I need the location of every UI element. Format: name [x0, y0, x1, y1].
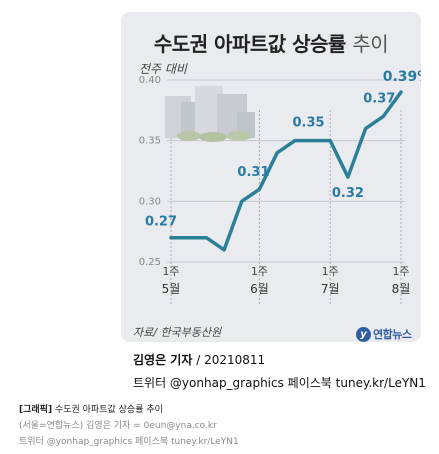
chart-subtitle: 전주 대비 — [139, 62, 187, 76]
source-note: 자료/ 한국부동산원 — [133, 326, 222, 339]
y-tick-label: 0.40 — [139, 75, 161, 86]
chart-title-suffix: 추이 — [352, 32, 389, 56]
data-label: 0.32 — [332, 186, 364, 201]
caption-social: 트위터 @yonhap_graphics 페이스북 tuney.kr/LeYN1 — [19, 437, 239, 447]
x-tick-month: 6월 — [250, 282, 269, 296]
apartment-buildings-illustration — [165, 86, 255, 142]
data-label: 0.31 — [237, 165, 269, 180]
reporter-line: 김영은 기자 / 20210811 — [133, 353, 266, 367]
data-label: 0.37 — [363, 91, 395, 106]
x-tick-month: 5월 — [162, 282, 181, 296]
x-tick-week: 1주 — [322, 265, 339, 278]
line-chart: 0.25 0.30 0.35 0.40 1주 5월 1주 6월 1주 7월 1주 8월 0.27 0.3… — [139, 69, 421, 304]
caption-title: 수도권 아파트값 상승률 추이 — [54, 405, 163, 415]
social-line: 트위터 @yonhap_graphics 페이스북 tuney.kr/LeYN1 — [133, 376, 426, 390]
data-label: 0.27 — [145, 215, 177, 230]
y-tick-label: 0.25 — [139, 257, 161, 268]
chart-axes: 0.25 0.30 0.35 0.40 1주 5월 1주 6월 1주 7월 1주 8월 — [139, 75, 411, 296]
x-tick-month: 7월 — [321, 282, 340, 296]
x-tick-week: 1주 — [392, 265, 409, 278]
chart-data-labels: 0.27 0.31 0.35 0.32 0.37 0.39% — [145, 69, 421, 230]
caption-byline: (서울=연합뉴스) 김영은 기자 = 0eun@yna.co.kr — [19, 421, 217, 431]
reporter-date: 20210811 — [204, 353, 266, 367]
series-line — [169, 90, 403, 252]
yonhap-logo-text: 연합뉴스 — [373, 328, 412, 341]
caption-title-line: [그래픽] 수도권 아파트값 상승률 추이 — [19, 402, 163, 415]
x-tick-week: 1주 — [251, 265, 268, 278]
data-label: 0.39% — [383, 69, 421, 85]
yonhap-logo-icon: y — [356, 326, 371, 342]
chart-title: 수도권 아파트값 상승률 추이 — [121, 28, 421, 57]
yonhap-logo: y 연합뉴스 — [356, 326, 412, 342]
y-tick-label: 0.30 — [139, 196, 161, 207]
reporter-name: 김영은 기자 — [133, 353, 193, 367]
x-tick-week: 1주 — [162, 265, 179, 278]
caption-label: [그래픽] — [19, 405, 53, 415]
chart-series — [169, 90, 403, 252]
data-label: 0.35 — [292, 116, 324, 131]
y-tick-label: 0.35 — [139, 136, 161, 147]
x-tick-month: 8월 — [392, 282, 411, 296]
chart-title-main: 수도권 아파트값 상승률 — [153, 32, 346, 56]
